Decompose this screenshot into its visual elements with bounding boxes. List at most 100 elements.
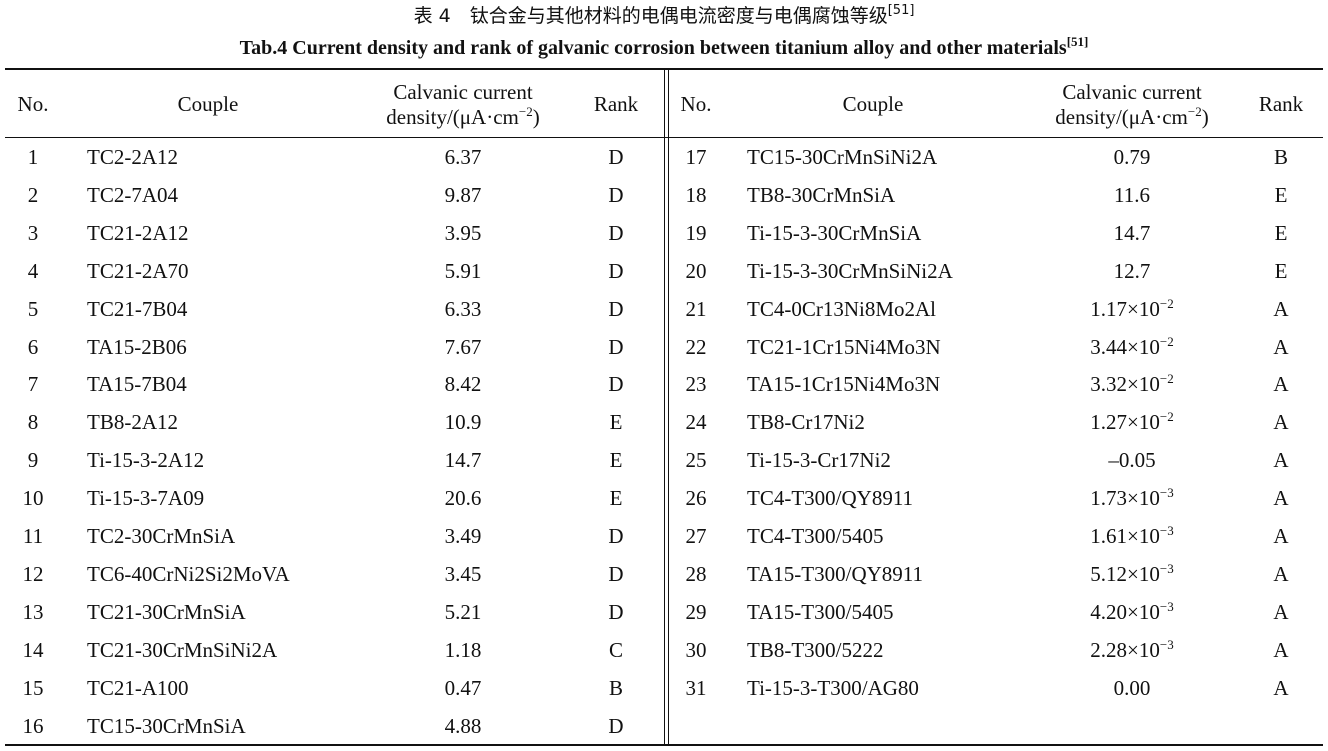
cell-density: 14.7 xyxy=(444,448,482,473)
header-density: Calvanic current xyxy=(1062,80,1202,104)
cell-couple: TC4-T300/QY8911 xyxy=(747,486,914,511)
cell-density: 5.12×10−3 xyxy=(1090,562,1173,586)
title-cn: 表 4 钛合金与其他材料的电偶电流密度与电偶腐蚀等级[51] xyxy=(414,4,915,28)
density-exp: −2 xyxy=(1159,295,1174,311)
cell-rank: E xyxy=(609,410,623,435)
unit: density/(μA·cm xyxy=(386,105,519,129)
cell-rank: A xyxy=(1273,334,1289,359)
cell-density: 0.79 xyxy=(1113,145,1151,169)
cell-couple: Ti-15-3-30CrMnSiA xyxy=(747,220,922,245)
header-couple: Couple xyxy=(842,92,904,116)
density-exp: −3 xyxy=(1159,485,1174,501)
cell-couple: TB8-Cr17Ni2 xyxy=(747,410,865,435)
bottom-rule xyxy=(5,744,1323,746)
cell-couple: TC21-1Cr15Ni4Mo3N xyxy=(747,334,941,359)
cell-couple: TA15-7B04 xyxy=(87,372,187,397)
cell-density: 12.7 xyxy=(1113,258,1151,283)
cell-rank: D xyxy=(608,334,624,359)
cell-no: 17 xyxy=(685,145,707,169)
cell-no: 22 xyxy=(685,334,707,359)
header-density: Calvanic current xyxy=(393,80,533,104)
cell-no: 30 xyxy=(685,637,707,662)
cell-rank: A xyxy=(1273,524,1289,548)
header-couple: Couple xyxy=(177,92,239,116)
cell-couple: Ti-15-3-Cr17Ni2 xyxy=(747,448,891,473)
cell-couple: TC21-30CrMnSiNi2A xyxy=(87,637,278,662)
cell-no: 19 xyxy=(685,220,707,245)
cell-rank: D xyxy=(608,599,624,624)
cell-density: 3.44×10−2 xyxy=(1090,335,1173,359)
density-base: 2.28×10 xyxy=(1090,637,1160,662)
cell-no: 5 xyxy=(27,296,39,321)
density-exp: −2 xyxy=(1159,333,1174,349)
header-no: No. xyxy=(17,92,49,116)
cell-density: 4.20×10−3 xyxy=(1090,600,1173,624)
cell-no: 21 xyxy=(685,296,707,321)
cell-no: 18 xyxy=(685,182,707,207)
cell-no: 2 xyxy=(27,182,39,207)
cell-density: 1.27×10−2 xyxy=(1090,410,1173,434)
unit: density/(μA·cm xyxy=(1055,105,1188,129)
cell-density: 9.87 xyxy=(444,182,482,207)
cell-no: 9 xyxy=(27,448,39,473)
density-exp: −2 xyxy=(1159,371,1174,387)
divider xyxy=(668,70,669,744)
cell-density: 0.47 xyxy=(444,675,482,700)
cell-couple: Ti-15-3-7A09 xyxy=(87,486,205,511)
cell-rank: E xyxy=(609,486,623,511)
cell-density: 14.7 xyxy=(1113,220,1151,245)
cell-rank: A xyxy=(1273,372,1289,397)
cell-couple: TC2-7A04 xyxy=(87,182,178,207)
density-base: 5.12×10 xyxy=(1090,561,1160,586)
cell-couple: TB8-T300/5222 xyxy=(747,637,884,662)
title-text: 表 4 钛合金与其他材料的电偶电流密度与电偶腐蚀等级 xyxy=(413,5,888,27)
cell-no: 25 xyxy=(685,448,707,473)
cell-no: 15 xyxy=(22,675,44,700)
cell-couple: TC21-A100 xyxy=(87,675,189,700)
cell-density: 5.21 xyxy=(444,599,482,624)
cell-couple: TA15-T300/QY8911 xyxy=(747,561,924,586)
cell-couple: TC2-2A12 xyxy=(87,145,178,169)
cell-rank: B xyxy=(1273,145,1289,169)
cell-no: 28 xyxy=(685,561,707,586)
title-ref: [51] xyxy=(1066,34,1089,49)
density-exp: −3 xyxy=(1159,560,1174,576)
header-no: No. xyxy=(680,92,712,116)
cell-no: 7 xyxy=(27,372,39,397)
cell-no: 11 xyxy=(22,524,44,548)
cell-rank: A xyxy=(1273,296,1289,321)
density-base: 4.20×10 xyxy=(1090,599,1160,624)
cell-density: 6.37 xyxy=(444,145,482,169)
cell-density: 1.18 xyxy=(444,637,482,662)
density-base: 1.27×10 xyxy=(1090,410,1160,435)
cell-couple: Ti-15-3-30CrMnSiNi2A xyxy=(747,258,953,283)
cell-couple: TC2-30CrMnSiA xyxy=(87,524,236,548)
header-rank: Rank xyxy=(593,92,639,116)
cell-rank: D xyxy=(608,561,624,586)
cell-rank: D xyxy=(608,296,624,321)
cell-no: 8 xyxy=(27,410,39,435)
cell-no: 23 xyxy=(685,372,707,397)
cell-couple: TB8-30CrMnSiA xyxy=(747,182,896,207)
cell-density: 4.88 xyxy=(444,713,482,738)
header-density: density/(μA·cm−2) xyxy=(386,105,539,129)
cell-rank: D xyxy=(608,220,624,245)
cell-density: 1.73×10−3 xyxy=(1090,486,1173,510)
cell-density: 0.00 xyxy=(1113,675,1151,700)
cell-density: 3.49 xyxy=(444,524,482,548)
cell-density: 5.91 xyxy=(444,258,482,283)
unit: ) xyxy=(532,105,540,129)
density-base: 3.32×10 xyxy=(1090,372,1160,397)
cell-couple: TC15-30CrMnSiNi2A xyxy=(747,145,938,169)
cell-density: 3.45 xyxy=(444,561,482,586)
cell-rank: D xyxy=(608,258,624,283)
cell-rank: D xyxy=(608,524,624,548)
cell-density: 8.42 xyxy=(444,372,482,397)
cell-couple: TC21-2A70 xyxy=(87,258,189,283)
density-base: 1.17×10 xyxy=(1090,296,1160,321)
density-base: 1.61×10 xyxy=(1090,524,1160,548)
density-base: 3.44×10 xyxy=(1090,334,1160,359)
cell-density: 2.28×10−3 xyxy=(1090,638,1173,662)
density-exp: −3 xyxy=(1159,523,1174,538)
cell-no: 16 xyxy=(22,713,44,738)
